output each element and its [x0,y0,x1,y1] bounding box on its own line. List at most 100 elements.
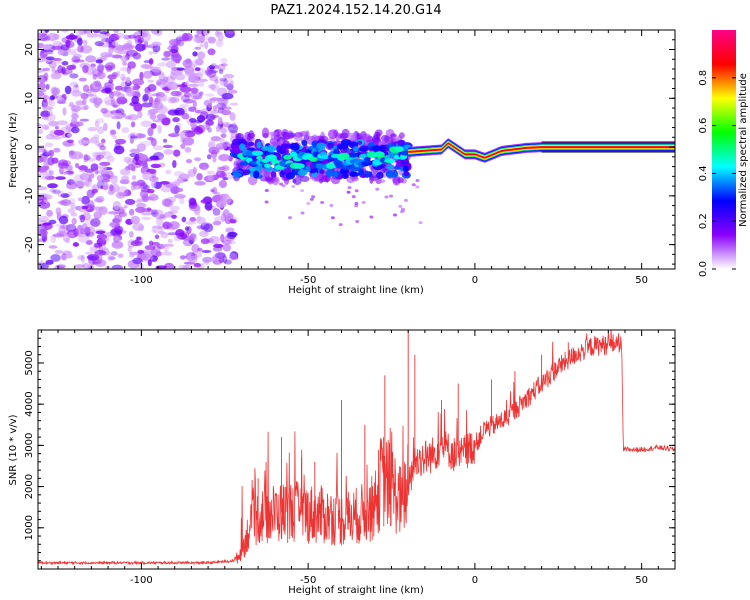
noise-blob [225,240,236,245]
noise-blob [220,63,228,67]
noise-blob [73,180,86,188]
noise-blob [204,40,209,50]
noise-blob [227,212,234,221]
noise-blob [111,41,119,46]
noise-blob [122,60,127,66]
noise-blob [93,133,100,139]
noise-blob [111,72,119,77]
noise-blob [105,64,113,73]
y-tick-label: 1000 [24,515,35,540]
noise-blob [151,172,157,179]
noise-blob [51,45,63,51]
noise-blob [140,33,152,42]
stray-blob [401,208,406,212]
noise-blob [220,58,228,64]
ridge-blob [364,156,371,161]
noise-blob [74,84,79,88]
noise-blob [120,175,130,181]
noise-blob [97,142,105,148]
noise-blob [131,95,140,105]
noise-blob [74,264,85,269]
noise-blob [80,254,86,263]
noise-blob [150,138,157,147]
noise-blob [129,152,138,158]
noise-blob [88,172,95,179]
noise-blob [128,34,137,39]
x-tick-label: -100 [130,575,153,586]
noise-blob [68,50,78,55]
noise-blob [167,82,179,91]
noise-blob [142,64,153,70]
noise-blob [179,255,187,259]
noise-blob [162,144,173,149]
noise-blob [168,210,178,214]
noise-blob [69,73,79,79]
noise-blob [163,244,169,253]
noise-blob [148,96,154,105]
stray-blob [411,183,416,187]
ridge-blob [388,158,395,164]
band-blob [283,168,292,174]
noise-blob [197,247,203,252]
stray-blob [309,176,314,180]
noise-blob [45,259,54,265]
noise-blob [95,118,105,124]
noise-blob [110,93,119,98]
noise-blob [229,102,239,106]
ridge-blob [349,152,358,158]
y-tick-label: 0 [24,144,35,150]
noise-blob [57,64,63,74]
noise-blob [96,233,108,241]
stray-blob [418,221,423,225]
noise-blob [129,135,139,139]
noise-blob [54,249,64,254]
noise-blob [108,33,120,41]
stray-blob [264,200,269,204]
noise-blob [71,117,78,125]
noise-blob [161,57,171,61]
noise-blob [212,155,217,163]
stray-blob [403,198,408,202]
snr-series-line [38,330,675,566]
noise-blob [60,224,71,230]
noise-blob [43,165,50,170]
noise-blob [226,30,235,35]
figure-title: PAZ1.2024.152.14.20.G14 [270,3,441,18]
spectrogram-y-label: Frequency (Hz) [8,112,19,188]
noise-blob [229,80,234,86]
noise-blob [42,106,54,111]
noise-blob [128,251,140,256]
ridge-blob [309,157,318,162]
noise-blob [151,241,160,246]
noise-blob [178,264,189,269]
noise-blob [171,39,182,45]
noise-blob [228,252,237,261]
noise-blob [149,176,159,182]
band-blob [386,164,394,170]
noise-blob [51,87,61,96]
band-halo [376,179,386,184]
noise-blob [94,80,102,88]
noise-blob [136,236,142,241]
band-halo [292,177,302,185]
noise-blob [107,211,120,215]
noise-blob [196,30,204,35]
noise-blob [132,222,144,232]
band-halo [283,132,293,140]
noise-blob [75,100,85,106]
spectrogram-x-ticks: -100 -50 0 50 [40,30,676,286]
noise-blob [121,127,130,134]
noise-blob [198,81,205,87]
band-halo [372,134,379,143]
stray-blob [354,189,359,193]
noise-blob [138,153,148,162]
band-halo [347,132,358,142]
noise-blob [75,162,80,168]
noise-blob [90,218,101,228]
colorbar-ticks: 0.0 0.2 0.4 0.6 0.8 [698,70,736,277]
tone-band [408,142,675,159]
noise-blob [130,215,141,224]
noise-blob [106,32,112,37]
noise-blob [198,78,208,82]
noise-blob [180,143,186,149]
